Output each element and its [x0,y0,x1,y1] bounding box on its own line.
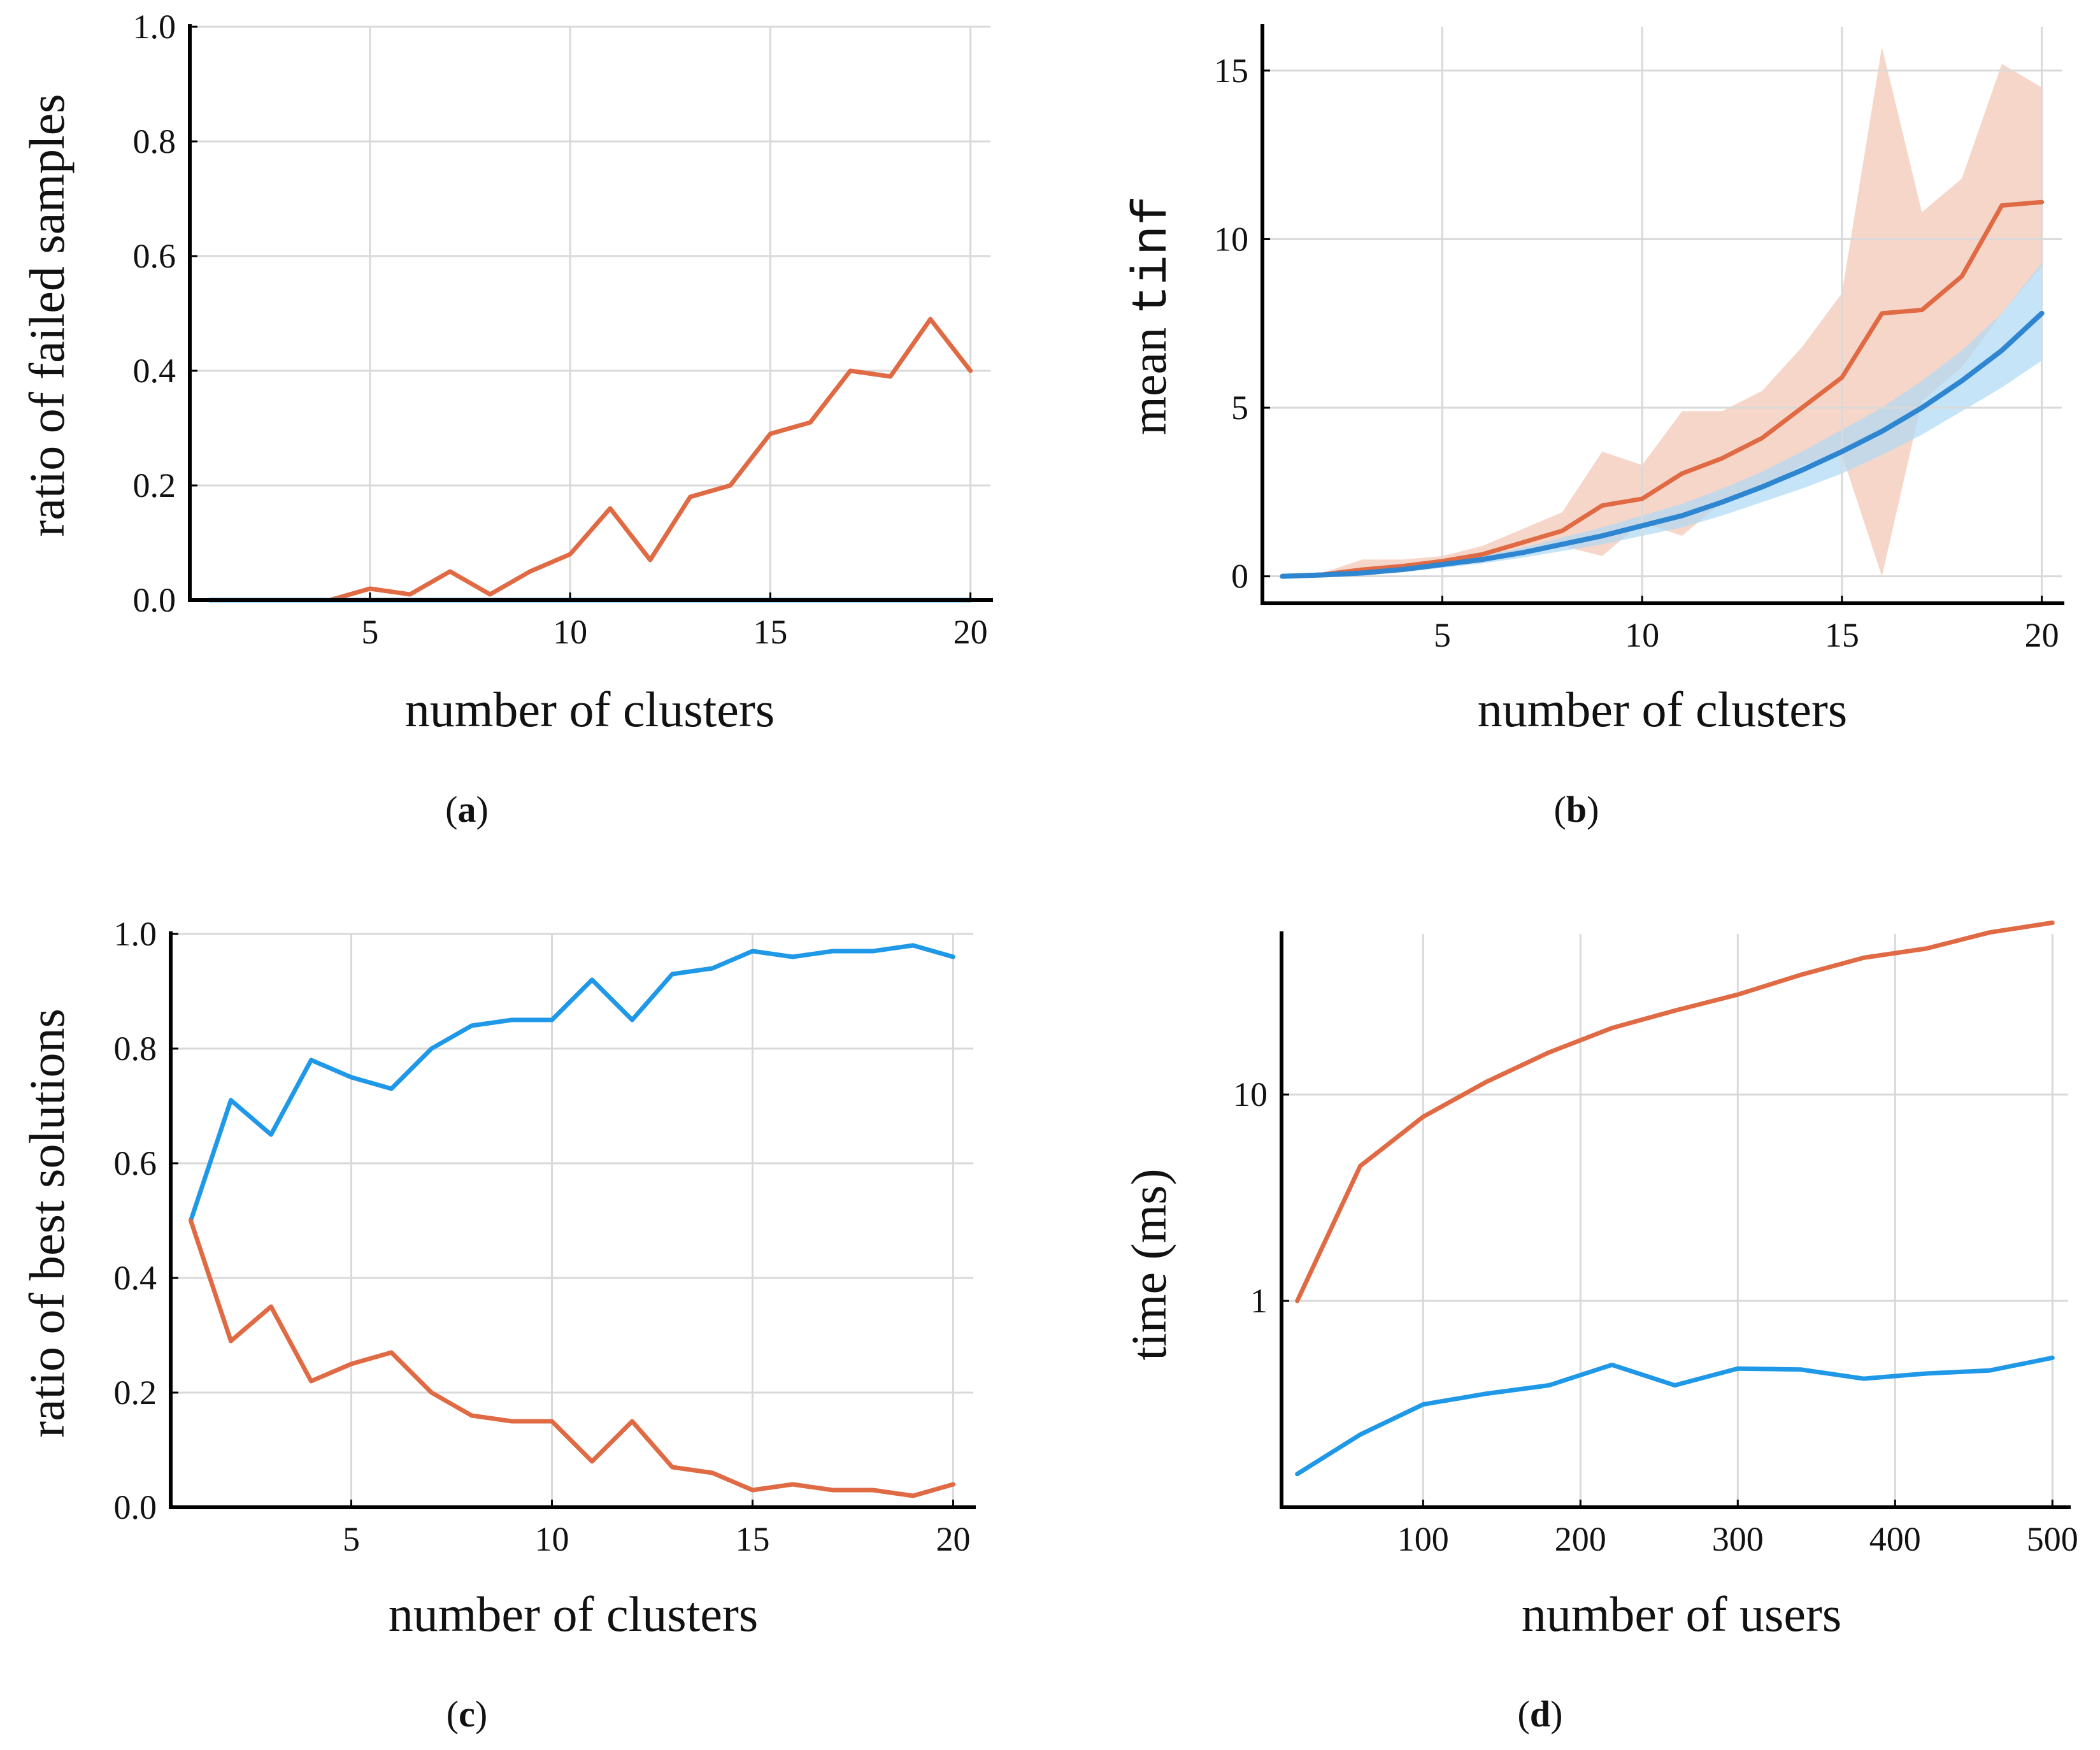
panel-c-y-tick-label: 0.2 [114,1373,157,1412]
panel-a-failed-samples-chart: 5 10 15 20 0.0 0.2 0.4 0.6 0.8 1.0 number of clus… [19,8,993,830]
panel-a-x-tick-label: 5 [361,613,378,651]
panel-d-x-axis-label: number of users [1522,1586,1842,1642]
panel-c-y-axis-label: ratio of best solutions [19,1008,75,1438]
panel-c-caption-letter: c [459,1693,475,1735]
panel-c-y-tick-label: 0.4 [114,1259,157,1297]
panel-c-orange-series-line [189,1218,955,1498]
panel-c-y-tick-label: 1.0 [114,915,157,953]
panel-b-y-tick-label: 0 [1231,557,1248,596]
panel-d-time-chart: 100 200 300 400 500 1 10 number of users time … [1121,920,2078,1735]
panel-d-orange-series-line [1295,920,2055,1303]
panel-b-y-tick-label: 5 [1231,389,1248,427]
panel-b-x-tick-label: 20 [2025,616,2059,654]
panel-a-x-axis-label: number of clusters [405,682,775,737]
panel-b-caption-letter: b [1566,789,1587,830]
panel-d-y-tick-label: 10 [1233,1075,1268,1114]
panel-b-orange-confidence-band [1282,47,2042,577]
panel-d-caption-letter: d [1530,1693,1550,1735]
panel-d-blue-series-line [1295,1355,2055,1477]
panel-b-y-tick-label: 15 [1214,52,1248,90]
panel-b-x-tick-label: 5 [1434,616,1451,654]
panel-b-caption: (b) [1554,789,1599,830]
panel-c-y-tick-label: 0.0 [114,1488,157,1526]
panel-d-x-tick-label: 400 [1869,1520,1921,1558]
panel-a-caption: (a) [445,789,489,830]
panel-a-x-tick-label: 10 [553,613,587,651]
panel-d-caption: (d) [1518,1693,1563,1735]
panel-b-y-axis-label: mean tinf [1121,196,1181,435]
panel-d-y-tick-label: 1 [1250,1282,1268,1320]
panel-a-y-tick-label: 0.6 [133,237,176,275]
panel-b-mean-tinf-chart: 5 10 15 20 0 5 10 15 number of clusters mean ti… [1121,24,2064,830]
panel-b-x-axis-label: number of clusters [1478,682,1848,737]
panel-d-x-tick-label: 100 [1397,1520,1449,1558]
panel-d-x-tick-label: 300 [1712,1520,1764,1558]
panel-a-y-tick-label: 0.2 [133,466,176,505]
panel-c-blue-series-line [189,943,955,1223]
panel-a-y-tick-label: 0.0 [133,581,176,619]
panel-c-caption: (c) [446,1693,487,1735]
panel-b-y-label-prefix: mean [1121,327,1176,435]
panel-a-y-axis-label: ratio of failed samples [19,94,75,536]
panel-c-x-tick-label: 5 [343,1520,360,1558]
panel-a-y-tick-label: 0.4 [133,352,176,390]
panel-a-y-tick-label: 0.8 [133,122,176,161]
panel-c-x-tick-label: 20 [936,1520,971,1558]
panel-c-x-axis-label: number of clusters [389,1586,759,1642]
panel-b-y-label-code: tinf [1125,196,1181,315]
panel-c-y-tick-label: 0.8 [114,1029,157,1068]
panel-c-x-tick-label: 10 [535,1520,569,1558]
panel-c-y-tick-label: 0.6 [114,1144,157,1182]
panel-b-x-tick-label: 15 [1825,616,1859,654]
panel-d-x-tick-label: 200 [1555,1520,1606,1558]
panel-c-best-solutions-chart: 5 10 15 20 0.0 0.2 0.4 0.6 0.8 1.0 number of clus… [19,915,976,1735]
panel-a-orange-series-line [207,317,973,603]
panel-b-blue-series-overlay [1280,310,2045,579]
panel-b-x-tick-label: 10 [1625,616,1659,654]
panel-a-caption-letter: a [458,789,476,830]
panel-b-orange-series-line [1280,199,2045,579]
panel-b-blue-confidence-band [1282,262,2042,577]
panel-a-x-tick-label: 20 [954,613,988,651]
panel-c-x-tick-label: 15 [736,1520,770,1558]
panel-a-y-tick-label: 1.0 [133,8,176,46]
panel-d-y-axis-label: time (ms) [1121,1168,1176,1360]
panel-d-x-tick-label: 500 [2027,1520,2078,1558]
panel-a-x-tick-label: 15 [753,613,787,651]
panel-b-y-tick-label: 10 [1214,220,1248,258]
